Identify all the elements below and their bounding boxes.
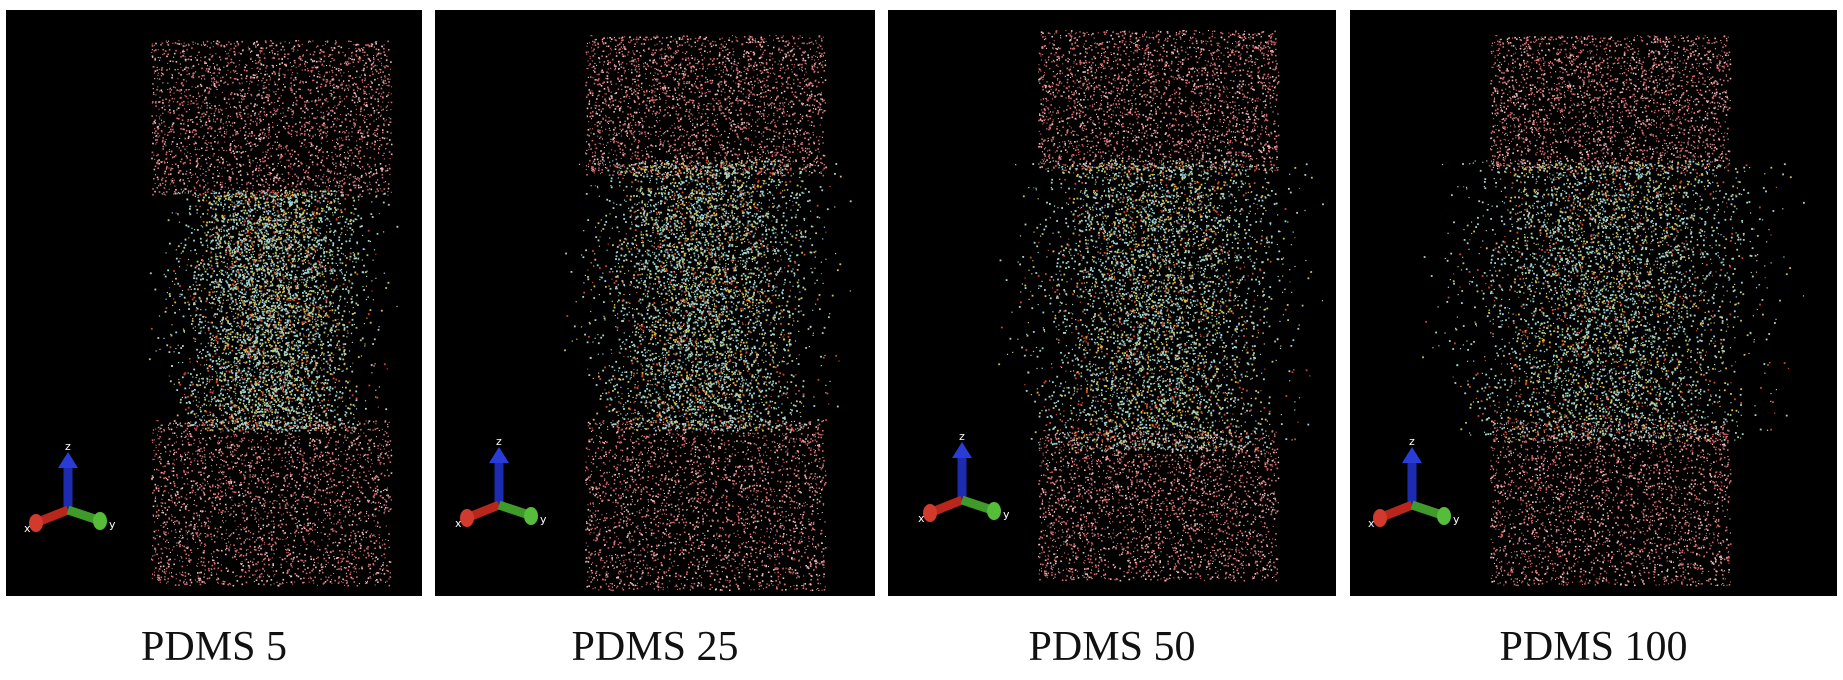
axis-y-label: y bbox=[109, 518, 116, 531]
simulation-panel-pdms-25: z x y bbox=[435, 10, 875, 596]
axis-y-label: y bbox=[540, 513, 547, 526]
axis-z-label: z bbox=[496, 435, 502, 448]
axis-z-label: z bbox=[65, 440, 71, 453]
molecular-render-pdms-25 bbox=[564, 35, 852, 592]
axis-y-label: y bbox=[1453, 513, 1460, 526]
axis-x-label: x bbox=[918, 512, 925, 525]
axis-x-label: x bbox=[455, 517, 462, 530]
axis-z-label: z bbox=[959, 430, 965, 443]
panel-caption-pdms-5: PDMS 5 bbox=[6, 617, 422, 677]
panel-caption-pdms-100: PDMS 100 bbox=[1350, 617, 1837, 677]
panel-caption-pdms-50: PDMS 50 bbox=[888, 617, 1336, 677]
xyz-axes-icon: z x y bbox=[1360, 435, 1470, 545]
molecular-render-pdms-100 bbox=[1422, 35, 1805, 587]
simulation-panel-pdms-100: z x y bbox=[1350, 10, 1837, 596]
molecular-render-pdms-5 bbox=[148, 40, 399, 587]
panel-caption-pdms-25: PDMS 25 bbox=[435, 617, 875, 677]
simulation-panel-pdms-5: z x y bbox=[6, 10, 422, 596]
xyz-axes-icon: z x y bbox=[447, 435, 557, 545]
molecular-render-pdms-50 bbox=[998, 30, 1324, 582]
xyz-axes-icon: z x y bbox=[910, 430, 1020, 540]
axis-x-label: x bbox=[24, 522, 31, 535]
simulation-panel-pdms-50: z x y bbox=[888, 10, 1336, 596]
axis-y-label: y bbox=[1003, 508, 1010, 521]
axis-z-label: z bbox=[1409, 435, 1415, 448]
xyz-axes-icon: z x y bbox=[16, 440, 126, 550]
axis-x-label: x bbox=[1368, 517, 1375, 530]
